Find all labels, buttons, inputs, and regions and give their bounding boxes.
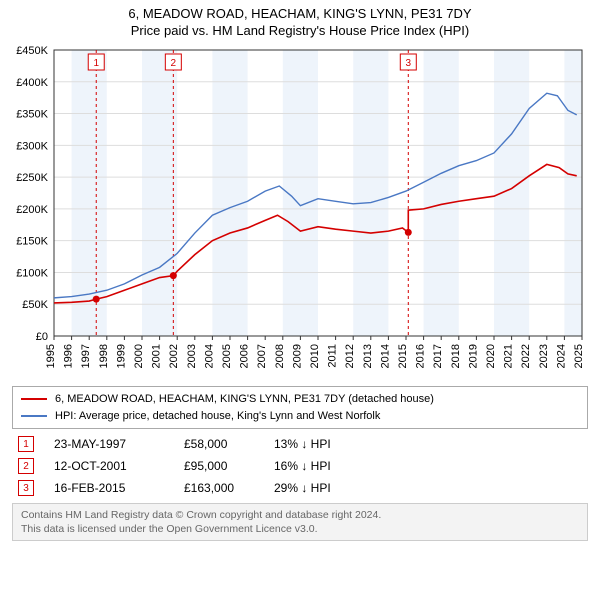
svg-text:2023: 2023 <box>538 344 550 368</box>
svg-text:2011: 2011 <box>327 344 339 368</box>
svg-text:2021: 2021 <box>503 344 515 368</box>
svg-text:£200K: £200K <box>16 204 48 216</box>
chart-svg: £0 £50K £100K £150K £200K £250K £300K £350K £400… <box>8 44 592 380</box>
svg-text:2000: 2000 <box>133 344 145 368</box>
footer-line1: Contains HM Land Registry data © Crown c… <box>21 508 579 522</box>
svg-text:1998: 1998 <box>98 344 110 368</box>
svg-text:2003: 2003 <box>186 344 198 368</box>
page: 6, MEADOW ROAD, HEACHAM, KING'S LYNN, PE… <box>0 0 600 549</box>
svg-text:2005: 2005 <box>221 344 233 368</box>
svg-text:2010: 2010 <box>309 344 321 368</box>
svg-text:£50K: £50K <box>22 299 48 311</box>
svg-text:£450K: £450K <box>16 45 48 57</box>
svg-text:1995: 1995 <box>45 344 57 368</box>
marker-table-row: 2 12-OCT-2001 £95,000 16% ↓ HPI <box>12 455 588 477</box>
marker-table-row: 3 16-FEB-2015 £163,000 29% ↓ HPI <box>12 477 588 499</box>
svg-text:1999: 1999 <box>115 344 127 368</box>
svg-text:2022: 2022 <box>520 344 532 368</box>
svg-text:2025: 2025 <box>573 344 585 368</box>
svg-text:2019: 2019 <box>467 344 479 368</box>
title-subtitle: Price paid vs. HM Land Registry's House … <box>8 23 592 38</box>
svg-text:2006: 2006 <box>239 344 251 368</box>
marker-price: £58,000 <box>184 437 254 451</box>
footer-line2: This data is licensed under the Open Gov… <box>21 522 579 536</box>
legend-label: HPI: Average price, detached house, King… <box>55 408 380 425</box>
legend-row: 6, MEADOW ROAD, HEACHAM, KING'S LYNN, PE… <box>21 391 579 408</box>
svg-text:2009: 2009 <box>291 344 303 368</box>
marker-badge: 3 <box>18 480 34 496</box>
svg-text:£300K: £300K <box>16 140 48 152</box>
legend-row: HPI: Average price, detached house, King… <box>21 408 579 425</box>
svg-text:£150K: £150K <box>16 236 48 248</box>
marker-badge: 2 <box>18 458 34 474</box>
svg-text:£0: £0 <box>36 331 48 343</box>
svg-text:1996: 1996 <box>63 344 75 368</box>
svg-text:1: 1 <box>93 58 99 69</box>
svg-text:2: 2 <box>171 58 177 69</box>
marker-table: 1 23-MAY-1997 £58,000 13% ↓ HPI 2 12-OCT-2001… <box>12 433 588 499</box>
marker-date: 23-MAY-1997 <box>54 437 164 451</box>
marker-date: 12-OCT-2001 <box>54 459 164 473</box>
svg-text:2008: 2008 <box>274 344 286 368</box>
legend: 6, MEADOW ROAD, HEACHAM, KING'S LYNN, PE… <box>12 386 588 429</box>
marker-date: 16-FEB-2015 <box>54 481 164 495</box>
marker-delta: 29% ↓ HPI <box>274 481 331 495</box>
marker-badge: 1 <box>18 436 34 452</box>
title-address: 6, MEADOW ROAD, HEACHAM, KING'S LYNN, PE… <box>8 6 592 21</box>
legend-label: 6, MEADOW ROAD, HEACHAM, KING'S LYNN, PE… <box>55 391 434 408</box>
marker-table-row: 1 23-MAY-1997 £58,000 13% ↓ HPI <box>12 433 588 455</box>
svg-text:2018: 2018 <box>450 344 462 368</box>
svg-text:2017: 2017 <box>432 344 444 368</box>
svg-text:2014: 2014 <box>379 344 391 368</box>
svg-text:2004: 2004 <box>203 344 215 368</box>
svg-text:3: 3 <box>406 58 412 69</box>
svg-text:2002: 2002 <box>168 344 180 368</box>
footer-attribution: Contains HM Land Registry data © Crown c… <box>12 503 588 541</box>
svg-text:2007: 2007 <box>256 344 268 368</box>
svg-text:£400K: £400K <box>16 77 48 89</box>
svg-text:2013: 2013 <box>362 344 374 368</box>
marker-delta: 13% ↓ HPI <box>274 437 331 451</box>
svg-text:2012: 2012 <box>344 344 356 368</box>
marker-delta: 16% ↓ HPI <box>274 459 331 473</box>
svg-text:2016: 2016 <box>415 344 427 368</box>
marker-price: £163,000 <box>184 481 254 495</box>
chart: £0 £50K £100K £150K £200K £250K £300K £350K £400… <box>8 44 592 380</box>
svg-text:2020: 2020 <box>485 344 497 368</box>
title-block: 6, MEADOW ROAD, HEACHAM, KING'S LYNN, PE… <box>8 6 592 38</box>
legend-swatch <box>21 398 47 400</box>
svg-text:2024: 2024 <box>555 344 567 368</box>
legend-swatch <box>21 415 47 417</box>
svg-text:1997: 1997 <box>80 344 92 368</box>
svg-text:2015: 2015 <box>397 344 409 368</box>
svg-text:£350K: £350K <box>16 109 48 121</box>
svg-text:2001: 2001 <box>151 344 163 368</box>
marker-price: £95,000 <box>184 459 254 473</box>
svg-text:£250K: £250K <box>16 172 48 184</box>
svg-text:£100K: £100K <box>16 267 48 279</box>
